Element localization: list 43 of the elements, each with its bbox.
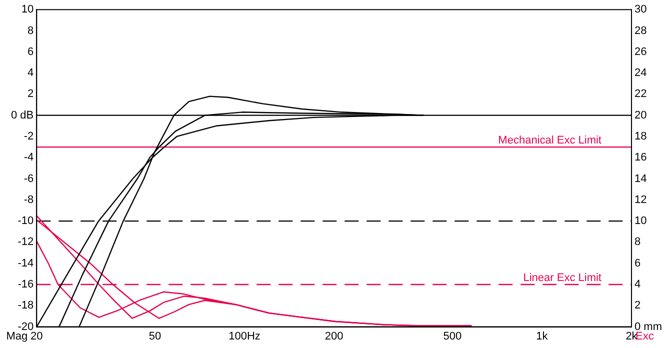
y-tick-label: 4 [28,67,34,80]
x-tick-label: 1k [536,330,548,342]
y2-tick-label: 10 [634,215,647,228]
ref-line-label: Linear Exc Limit [523,272,602,284]
y-tick-label: 10 [21,4,34,16]
y2-tick-label: 8 [634,236,641,248]
y-tick-label: -6 [24,172,34,185]
y2-tick-label: 14 [634,172,647,185]
y2-tick-label: 4 [634,278,641,291]
y2-tick-label: 28 [634,24,647,37]
x-tick-label: 200 [324,330,344,342]
x-tick-label: 500 [443,330,462,342]
y2-tick-label: 22 [634,88,647,100]
x-tick-label: 20 [30,330,43,342]
x-tick-label: 2k [626,330,638,342]
y-tick-label: -14 [18,257,34,270]
y-tick-label: -10 [18,215,34,228]
y2-tick-label: 12 [634,194,647,206]
y2-tick-label: 16 [634,152,647,164]
y-tick-label: -18 [18,300,34,312]
y-tick-label: 0 dB [10,109,34,122]
y2-tick-label: 0 mm [634,320,662,333]
y2-axis-title: Exc [636,330,654,342]
y2-tick-label: 30 [634,4,647,16]
y-tick-label: -4 [24,152,34,164]
y2-tick-label: 18 [634,130,647,143]
x-tick-label: 100Hz [228,330,260,342]
y-tick-label: -8 [24,194,34,206]
y2-tick-label: 6 [634,257,641,270]
y2-tick-label: 20 [634,109,647,122]
y-tick-label: -16 [18,278,34,291]
y-axis-title: Mag [6,330,28,342]
y-tick-label: -20 [18,320,34,333]
y-tick-label: 2 [28,88,34,100]
y-tick-label: -12 [18,236,34,248]
y-tick-label: -2 [24,130,34,143]
x-tick-label: 50 [148,330,162,342]
ref-line-label: Mechanical Exc Limit [498,134,602,147]
y2-tick-label: 2 [634,300,641,312]
y-tick-label: 8 [28,24,34,37]
y-tick-label: 6 [28,46,34,58]
y2-tick-label: 26 [634,46,647,58]
y2-tick-label: 24 [634,67,647,80]
